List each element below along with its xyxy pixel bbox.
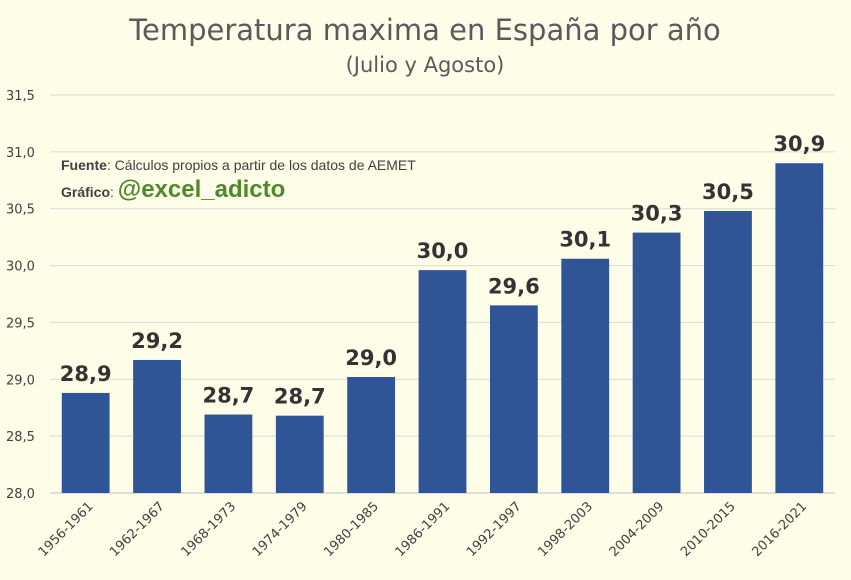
x-tick-label: 1992-1997 xyxy=(464,499,525,560)
x-axis-ticks: 1956-1961 1962-1967 1968-1973 1974-1979 1980… xyxy=(36,499,810,560)
x-tick-label: 1986-1991 xyxy=(393,499,454,560)
x-tick-label: 2010-2015 xyxy=(678,499,739,560)
x-tick-label: 1974-1979 xyxy=(250,499,311,560)
data-label: 28,7 xyxy=(202,384,254,408)
y-tick-label: 30,5 xyxy=(6,203,35,218)
data-label: 28,9 xyxy=(60,362,112,386)
y-tick-label: 29,0 xyxy=(6,373,35,388)
bar xyxy=(775,163,824,493)
y-tick-label: 31,5 xyxy=(6,89,35,104)
bar xyxy=(489,305,538,493)
bar xyxy=(133,359,181,493)
chart-title: Temperatura maxima en España por año xyxy=(128,13,721,47)
x-tick-label: 2004-2009 xyxy=(607,499,668,560)
data-label: 28,7 xyxy=(274,385,326,409)
bar xyxy=(275,415,324,493)
graph-credit: Gráfico: @excel_adicto xyxy=(61,176,285,204)
source-text: : Cálculos propios a partir de los datos… xyxy=(106,157,416,173)
x-tick-label: 1956-1961 xyxy=(36,499,97,560)
data-label: 29,6 xyxy=(488,274,540,298)
source-label: Fuente xyxy=(61,157,107,173)
data-label: 30,3 xyxy=(631,202,683,226)
graph-sep: : xyxy=(110,184,118,200)
graph-label: Gráfico xyxy=(61,184,111,200)
bar xyxy=(632,232,681,493)
y-tick-label: 31,0 xyxy=(6,146,35,161)
source-note: Fuente: Cálculos propios a partir de los… xyxy=(61,157,416,173)
author-handle: @excel_adicto xyxy=(117,176,286,203)
bars xyxy=(61,163,824,493)
bar xyxy=(347,377,396,493)
bar xyxy=(418,270,467,493)
x-tick-label: 1968-1973 xyxy=(179,499,240,560)
x-tick-label: 1962-1967 xyxy=(107,499,168,560)
bar xyxy=(204,414,253,493)
y-tick-label: 29,5 xyxy=(6,316,35,331)
data-label: 29,2 xyxy=(131,329,183,353)
x-tick-label: 2016-2021 xyxy=(749,499,810,560)
data-label: 29,0 xyxy=(345,346,397,370)
y-tick-label: 28,5 xyxy=(6,430,35,445)
y-tick-label: 30,0 xyxy=(6,260,35,275)
data-label: 30,0 xyxy=(417,239,469,263)
y-axis-ticks: 28,0 28,5 29,0 29,5 30,0 30,5 31,0 31,5 xyxy=(6,89,35,502)
data-label: 30,9 xyxy=(773,132,825,156)
data-label: 30,1 xyxy=(559,228,611,252)
x-tick-label: 1998-2003 xyxy=(535,499,596,560)
data-labels: 28,9 29,2 28,7 28,7 29,0 30,0 29,6 30,1 30,3 30,5… xyxy=(60,132,825,408)
bar xyxy=(561,258,610,493)
data-label: 30,5 xyxy=(702,180,754,204)
x-tick-label: 1980-1985 xyxy=(321,499,382,560)
bar xyxy=(704,210,752,493)
y-tick-label: 28,0 xyxy=(6,487,35,502)
bar xyxy=(61,392,110,493)
chart-subtitle: (Julio y Agosto) xyxy=(346,53,505,77)
